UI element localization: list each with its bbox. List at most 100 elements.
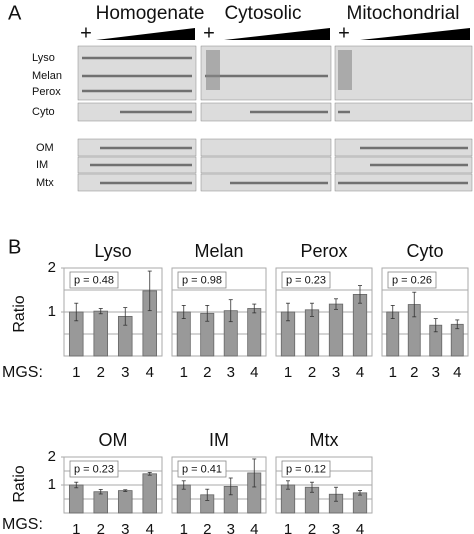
x-tick-label: 4 (453, 364, 461, 381)
x-tick-label: 2 (308, 521, 316, 534)
annotation-box (177, 460, 227, 478)
bar (93, 310, 109, 357)
x-tick-label: 1 (72, 364, 80, 381)
panel-label: B (8, 236, 21, 258)
error-bar (74, 481, 79, 489)
error-bar (334, 486, 338, 502)
x-tick-label: 4 (146, 364, 154, 381)
x-tick-label: 2 (203, 521, 211, 534)
annotation-box (177, 271, 227, 289)
x-tick-label: 4 (250, 364, 258, 381)
x-tick-label: 4 (356, 521, 364, 534)
panel-label: A (8, 2, 22, 24)
chart-title: Lyso (94, 241, 131, 261)
annotation: p = 0.98 (182, 274, 222, 286)
chart-title: IM (209, 430, 229, 450)
x-tick-label: 4 (146, 521, 154, 534)
row-label: OM (36, 142, 54, 154)
chart-title: Melan (194, 241, 243, 261)
x-tick-label: 2 (97, 364, 105, 381)
error-bar (205, 304, 210, 322)
x-tick-label: 2 (97, 521, 105, 534)
y-tick-label: 1 (48, 303, 56, 320)
row-label: Lyso (32, 52, 55, 64)
error-bar (228, 477, 233, 496)
bar (247, 308, 262, 357)
error-bar (98, 308, 103, 315)
plus-sign: + (338, 22, 350, 44)
x-tick-label: 3 (332, 364, 340, 381)
error-bar (412, 291, 417, 318)
column-header: Cytosolic (224, 3, 301, 24)
gradient-wedge (96, 28, 195, 40)
blots (77, 45, 473, 192)
error-bar (252, 303, 257, 314)
x-tick-label: 2 (410, 364, 418, 381)
x-tick-label: 1 (389, 364, 397, 381)
error-bar (433, 318, 438, 333)
error-bar (358, 490, 362, 496)
column-header: Mitochondrial (347, 3, 460, 24)
y-tick-label: 2 (48, 448, 56, 465)
row-label: Mtx (36, 177, 54, 189)
x-tick-label: 2 (308, 364, 316, 381)
x-tick-label: 4 (356, 364, 364, 381)
bar (68, 484, 84, 514)
x-tick-label: 3 (121, 364, 129, 381)
annotation: p = 0.12 (286, 463, 326, 475)
annotation-box (69, 271, 119, 289)
x-tick-label: 3 (432, 364, 440, 381)
annotation-box (281, 460, 331, 478)
error-bar (310, 481, 314, 493)
x-tick-label: 2 (203, 364, 211, 381)
error-bar (228, 299, 233, 323)
error-bar (181, 480, 186, 490)
row-label: Perox (32, 86, 61, 98)
row-label: Melan (32, 70, 62, 82)
error-bar (310, 302, 314, 317)
x-tick-label: 1 (180, 521, 188, 534)
error-bar (252, 458, 257, 488)
error-bar (205, 488, 210, 501)
bar (142, 473, 158, 514)
x-tick-label: 4 (250, 521, 258, 534)
annotation: p = 0.23 (286, 274, 326, 286)
annotation: p = 0.26 (392, 274, 432, 286)
x-tick-label: 1 (180, 364, 188, 381)
annotation-box (69, 460, 119, 478)
row-label: IM (36, 159, 48, 171)
y-tick-label: 2 (48, 259, 56, 276)
x-tick-label: 3 (121, 521, 129, 534)
bar (93, 491, 109, 514)
error-bar (358, 285, 362, 304)
row-label: Cyto (32, 106, 55, 118)
error-bar (98, 489, 103, 495)
error-bar (286, 302, 290, 322)
x-axis-label: MGS: (2, 364, 43, 381)
y-tick-label: 1 (48, 476, 56, 493)
error-bar (390, 304, 395, 320)
gradient-wedge (360, 28, 470, 40)
x-tick-label: 3 (227, 521, 235, 534)
plus-sign: + (203, 22, 215, 44)
annotation: p = 0.41 (182, 463, 222, 475)
chart-title: Cyto (406, 241, 443, 261)
error-bar (286, 480, 290, 490)
annotation-box (387, 271, 437, 289)
bar (352, 293, 368, 357)
bar (328, 303, 344, 357)
error-bar (147, 471, 152, 476)
error-bar (181, 304, 186, 320)
error-bar (123, 307, 128, 326)
y-axis-label: Ratio (11, 295, 28, 332)
x-tick-label: 1 (284, 364, 292, 381)
chart-title: OM (99, 430, 128, 450)
plus-sign: + (80, 22, 92, 44)
x-axis-label: MGS: (2, 516, 43, 533)
error-bar (334, 298, 338, 310)
error-bar (455, 319, 460, 330)
annotation: p = 0.23 (74, 463, 114, 475)
bar (117, 490, 133, 514)
error-bar (74, 302, 79, 322)
